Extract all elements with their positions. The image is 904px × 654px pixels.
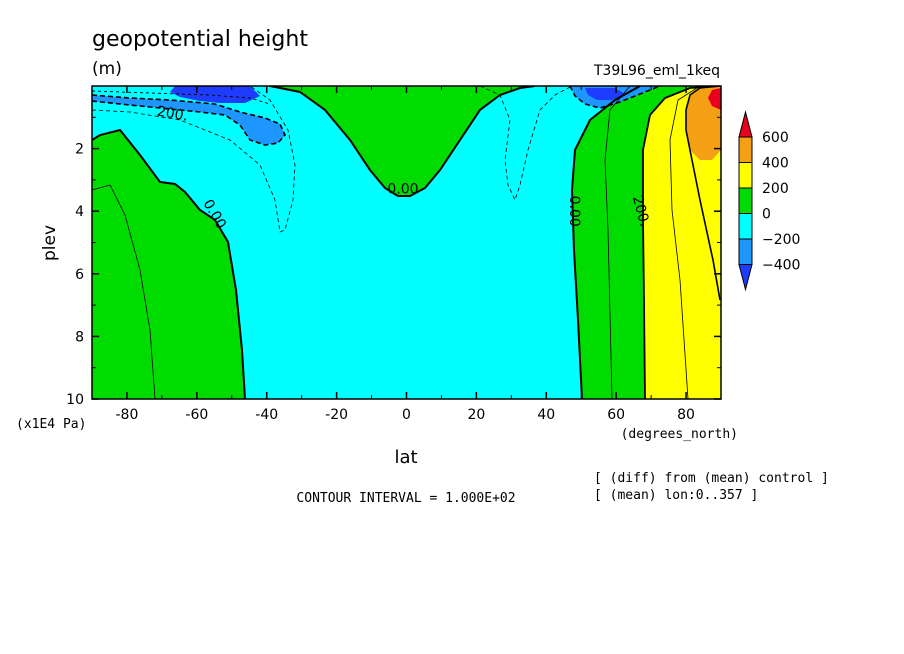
x-tick-label: -60 bbox=[185, 407, 208, 423]
x-tick-label: -40 bbox=[255, 407, 278, 423]
axes: -80 -60 -40 -20 0 20 40 60 80 2 4 6 8 10 bbox=[66, 86, 722, 423]
colorbar-tick-label: 600 bbox=[762, 130, 789, 146]
y-unit-label: (x1E4 Pa) bbox=[16, 417, 86, 432]
colorbar-bin bbox=[738, 136, 753, 163]
chart-title: geopotential height bbox=[92, 27, 308, 52]
x-tick-label: 60 bbox=[607, 407, 625, 423]
colorbar-bin bbox=[738, 264, 753, 292]
x-tick-label: 0 bbox=[402, 407, 411, 423]
y-tick-label: 8 bbox=[75, 329, 84, 345]
colorbar-bin bbox=[738, 238, 753, 265]
x-tick-label: -20 bbox=[325, 407, 348, 423]
x-tick-label: 20 bbox=[467, 407, 485, 423]
region-nh-pole-max bbox=[708, 88, 721, 110]
contour-neg300-sh bbox=[92, 90, 271, 105]
contour-label: 0.00 bbox=[566, 196, 582, 227]
region-sh-upper-low bbox=[92, 95, 285, 145]
y-tick-label: 2 bbox=[75, 142, 84, 158]
colorbar: 600 400 200 0 −200 −400 bbox=[738, 110, 800, 292]
contour-neg200-nh bbox=[569, 86, 661, 109]
x-axis-title: lat bbox=[394, 447, 417, 468]
contour-100-nh bbox=[604, 86, 631, 399]
region-nh-high bbox=[643, 86, 721, 399]
contour-100-sh bbox=[92, 184, 156, 399]
colorbar-bin bbox=[738, 187, 753, 214]
contour-lines bbox=[92, 86, 721, 399]
colorbar-tick-label: 0 bbox=[762, 207, 771, 223]
contour-label: 0.00 bbox=[387, 181, 418, 197]
zero-contour-eq bbox=[269, 86, 536, 197]
colorbar-bin bbox=[738, 213, 753, 240]
region-sh-upper-min bbox=[170, 86, 260, 103]
y-tick-label: 6 bbox=[75, 267, 84, 283]
note-line-1: [ (diff) from (mean) control ] bbox=[594, 471, 829, 486]
y-axis-title: plev bbox=[40, 225, 60, 261]
x-unit-label: (degrees_north) bbox=[621, 427, 738, 442]
colorbar-tick-label: −400 bbox=[762, 258, 800, 274]
x-tick-label: -80 bbox=[116, 407, 139, 423]
region-nh-upper-min bbox=[585, 88, 625, 100]
contour-label: 200. bbox=[156, 104, 189, 125]
contour-label: 200. bbox=[629, 194, 653, 228]
x-tick-label: 80 bbox=[677, 407, 695, 423]
y-tick-label: 10 bbox=[66, 392, 84, 408]
region-negative-band bbox=[92, 86, 640, 399]
contour-400-nh bbox=[685, 86, 721, 301]
contour-interval-text: CONTOUR INTERVAL = 1.000E+02 bbox=[296, 491, 515, 506]
contour-neg100-nh bbox=[479, 86, 573, 202]
run-label: T39L96_eml_1keq bbox=[593, 63, 720, 79]
y-tick-label: 4 bbox=[75, 204, 84, 220]
colorbar-tick-label: −200 bbox=[762, 232, 800, 248]
zero-contour-sh bbox=[92, 128, 246, 399]
x-tick-label: 40 bbox=[537, 407, 555, 423]
contour-neg200-sh bbox=[92, 94, 286, 146]
colorbar-bin bbox=[738, 162, 753, 189]
zero-contour-nh bbox=[570, 86, 641, 399]
units-label: (m) bbox=[92, 59, 122, 79]
colorbar-tick-label: 200 bbox=[762, 181, 789, 197]
note-line-2: [ (mean) lon:0..357 ] bbox=[594, 488, 758, 503]
contour-300-nh bbox=[669, 86, 701, 399]
contour-neg100-sh bbox=[92, 86, 296, 233]
colorbar-bin bbox=[738, 110, 753, 138]
filled-regions bbox=[92, 86, 721, 399]
colorbar-tick-label: 400 bbox=[762, 156, 789, 172]
